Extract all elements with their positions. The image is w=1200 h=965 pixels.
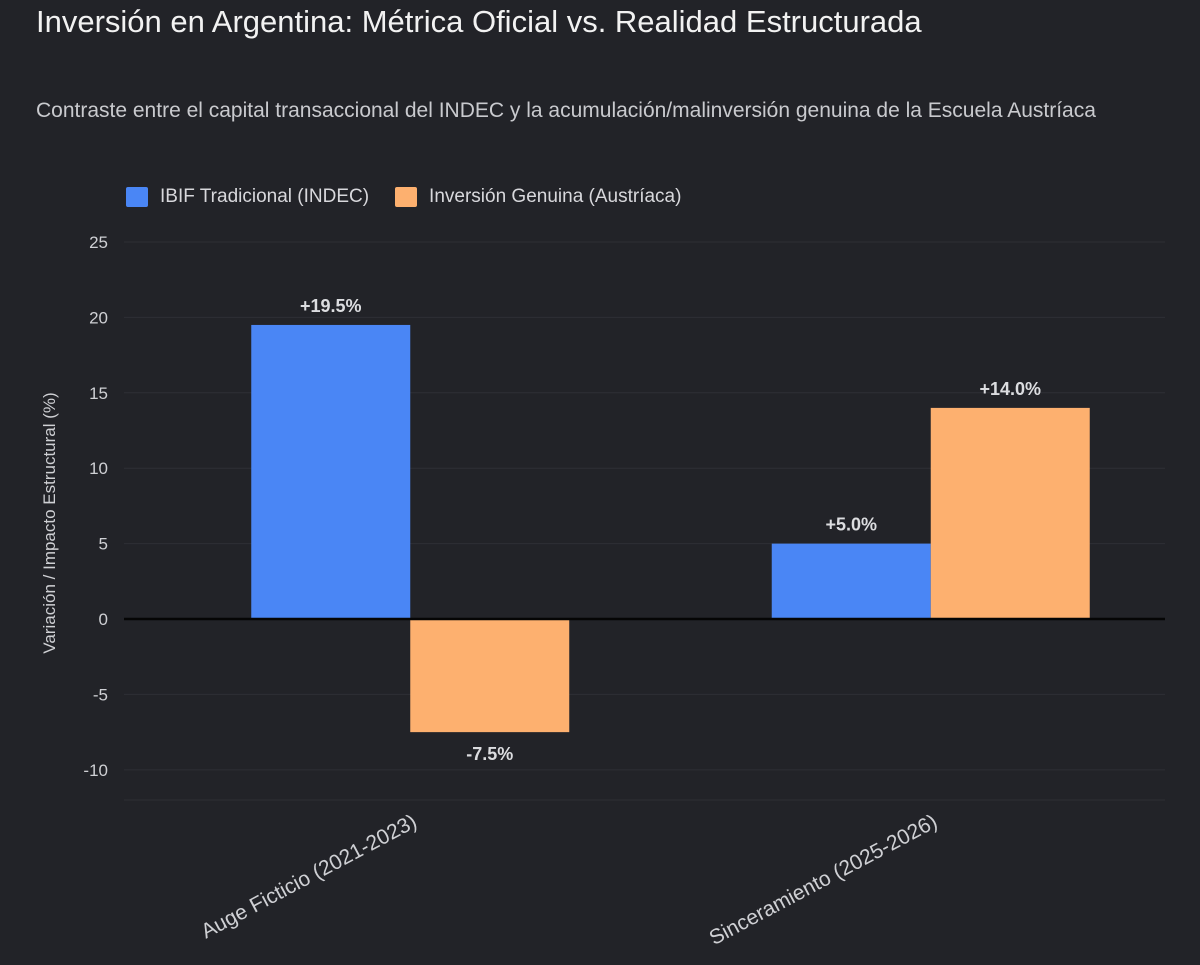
legend: IBIF Tradicional (INDEC) Inversión Genui… — [126, 186, 707, 208]
legend-swatch-series-0 — [126, 187, 148, 207]
data-label-series-0-cat-1: +5.0% — [825, 515, 877, 535]
data-label-series-1-cat-1: +14.0% — [979, 379, 1041, 399]
y-tick-label-6: -5 — [93, 685, 108, 704]
x-category-label-1: Sinceramiento (2025-2026) — [706, 810, 941, 950]
x-category-label-0: Auge Ficticio (2021-2023) — [197, 810, 420, 943]
y-tick-label-1: 20 — [89, 308, 108, 327]
legend-label-series-1: Inversión Genuina (Austríaca) — [429, 186, 682, 207]
y-axis-title: Variación / Impacto Estructural (%) — [40, 392, 59, 653]
y-tick-label-2: 15 — [89, 384, 108, 403]
legend-item-series-0[interactable]: IBIF Tradicional (INDEC) — [126, 186, 369, 208]
bar-series-1-cat-1 — [930, 407, 1090, 620]
y-tick-label-0: 25 — [89, 233, 108, 252]
chart-title: Inversión en Argentina: Métrica Oficial … — [36, 4, 922, 39]
y-tick-label-4: 5 — [99, 535, 108, 554]
data-label-series-0-cat-0: +19.5% — [300, 296, 362, 316]
legend-swatch-series-1 — [395, 187, 418, 207]
chart-subtitle: Contraste entre el capital transaccional… — [36, 99, 1096, 122]
legend-item-series-1[interactable]: Inversión Genuina (Austríaca) — [395, 186, 681, 208]
bar-series-1-cat-0 — [410, 619, 570, 733]
y-tick-label-5: 0 — [99, 610, 108, 629]
legend-label-series-0: IBIF Tradicional (INDEC) — [160, 186, 370, 207]
y-tick-label-7: -10 — [83, 761, 108, 780]
bar-series-0-cat-1 — [771, 543, 931, 620]
bar-series-0-cat-0 — [251, 324, 411, 620]
data-label-series-1-cat-0: -7.5% — [466, 744, 513, 764]
y-tick-label-3: 10 — [89, 459, 108, 478]
